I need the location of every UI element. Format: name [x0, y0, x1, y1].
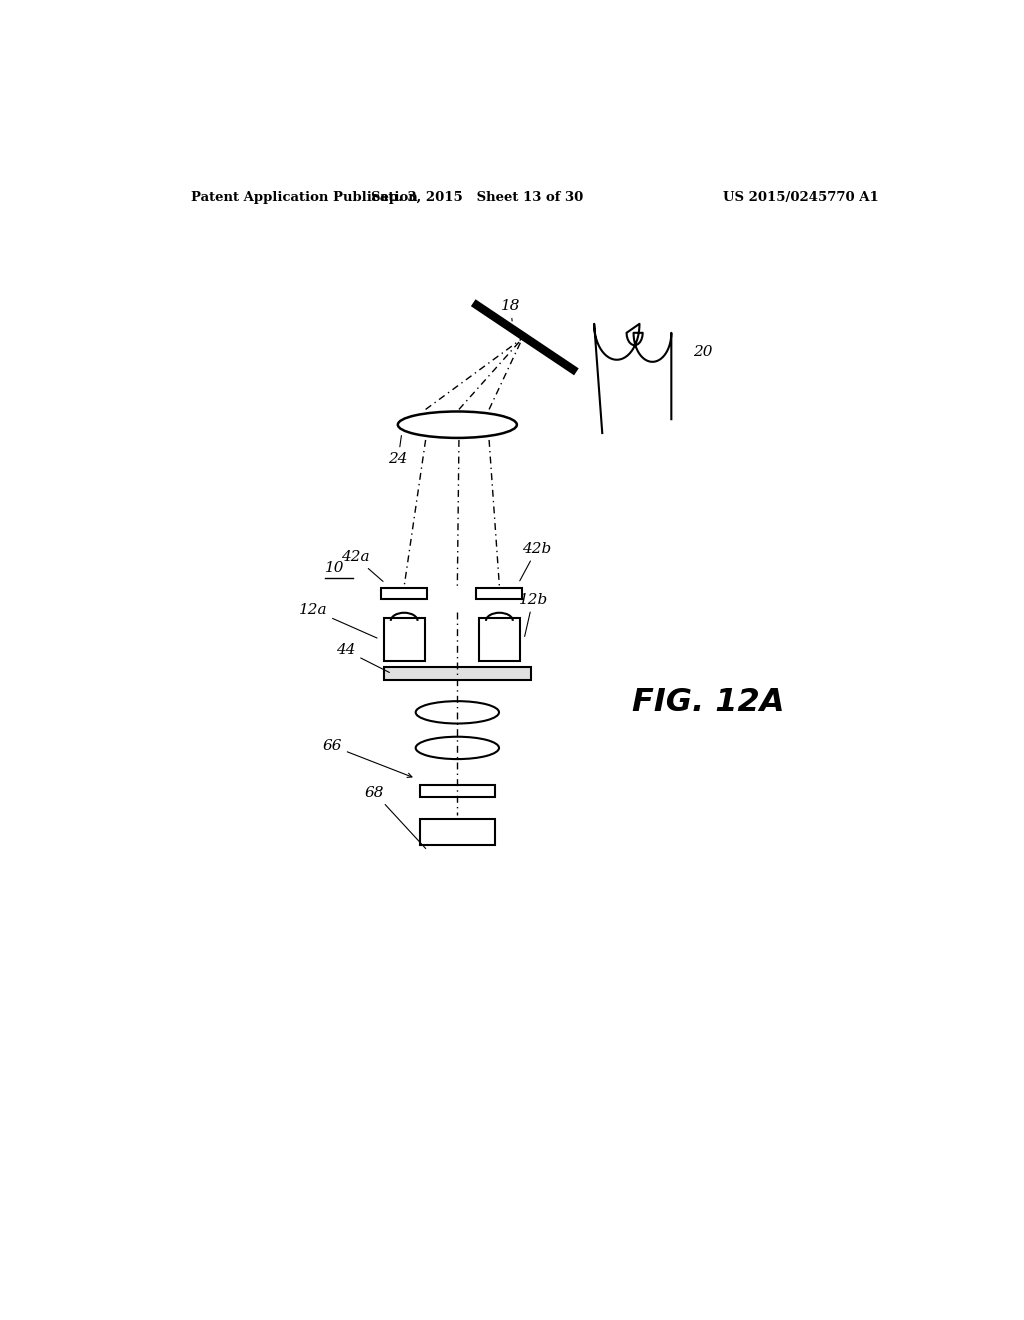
Text: 20: 20	[693, 345, 713, 359]
Text: 66: 66	[323, 739, 412, 777]
Text: 42a: 42a	[341, 550, 383, 581]
Text: 24: 24	[388, 436, 408, 466]
Text: 12a: 12a	[299, 603, 377, 638]
Text: 44: 44	[336, 643, 389, 672]
Text: 42b: 42b	[520, 541, 552, 581]
Text: 18: 18	[501, 298, 520, 321]
Text: 12b: 12b	[518, 593, 548, 636]
Text: FIG. 12A: FIG. 12A	[632, 686, 784, 718]
Text: Sep. 3, 2015   Sheet 13 of 30: Sep. 3, 2015 Sheet 13 of 30	[371, 191, 584, 203]
Text: 10: 10	[325, 561, 344, 576]
Text: 68: 68	[365, 785, 426, 849]
Text: Patent Application Publication: Patent Application Publication	[191, 191, 418, 203]
Text: US 2015/0245770 A1: US 2015/0245770 A1	[723, 191, 879, 203]
FancyBboxPatch shape	[384, 667, 530, 680]
